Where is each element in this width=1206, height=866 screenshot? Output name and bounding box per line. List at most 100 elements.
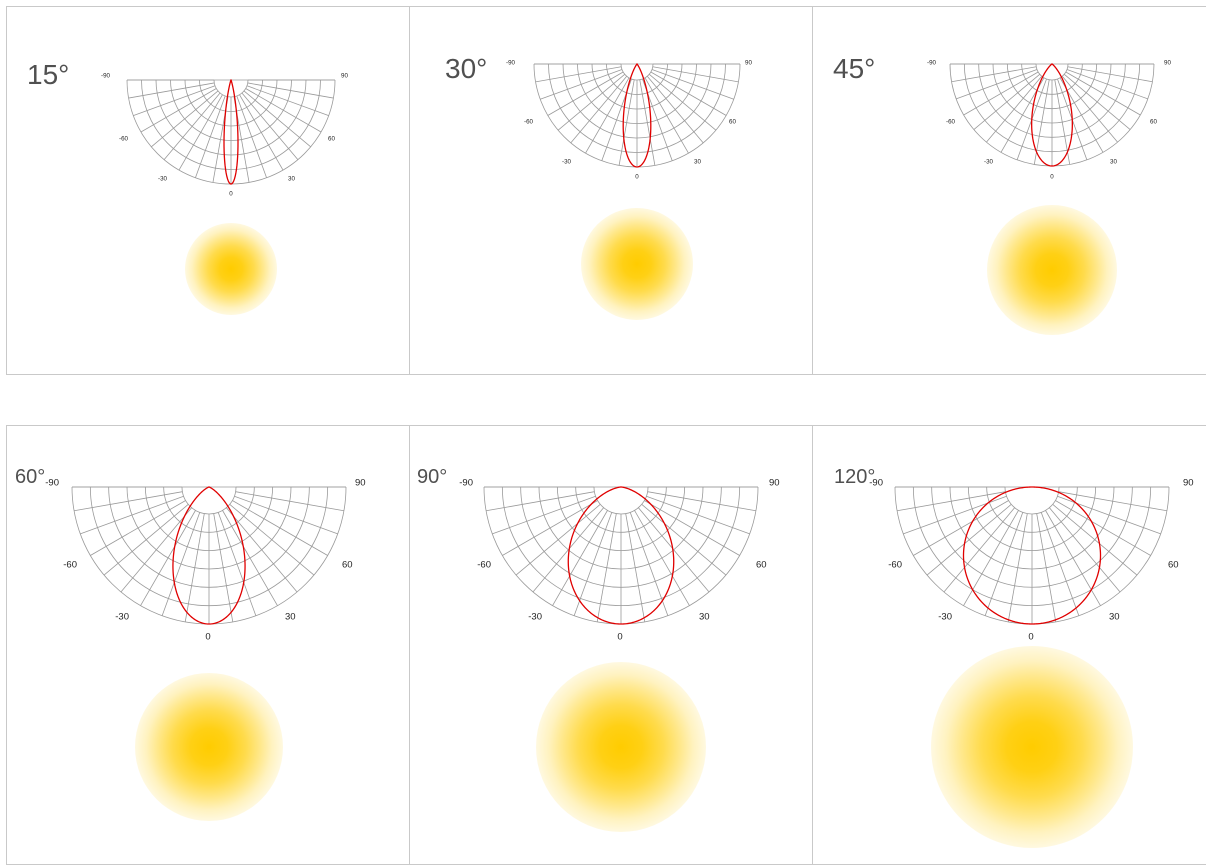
polar-angle-label: -30: [938, 612, 952, 623]
grid-spoke: [222, 510, 278, 606]
grid-spoke: [515, 504, 601, 576]
grid-spoke: [246, 85, 329, 116]
grid-spoke: [963, 71, 1039, 116]
polar-angle-label: -90: [869, 478, 883, 489]
beam-panel-45: 45° -90 90 -60 60 -30 30 0: [812, 6, 1206, 375]
polar-grid: [894, 486, 1170, 625]
grid-spoke: [213, 513, 234, 622]
grid-spoke: [1058, 491, 1167, 512]
polar-diagram-60: -90 90 -60 60 -30 30 0: [45, 478, 366, 821]
grid-spoke: [926, 504, 1012, 576]
grid-spoke: [647, 491, 756, 512]
grid-spoke: [1055, 500, 1151, 556]
grid-spoke: [161, 512, 201, 616]
grid-spoke: [486, 491, 595, 512]
grid-spoke: [984, 512, 1024, 616]
grid-spoke: [532, 507, 604, 593]
grid-spoke: [133, 85, 216, 116]
grid-spoke: [103, 504, 189, 576]
grid-spoke: [535, 66, 622, 83]
polar-angle-label: 0: [617, 632, 622, 643]
polar-angle-label: 0: [1028, 632, 1033, 643]
polar-diagram-30: -90 90 -60 60 -30 30 0: [506, 60, 752, 320]
polar-angle-label: 30: [1110, 159, 1117, 166]
grid-spoke: [625, 513, 646, 622]
polar-angle-label: 60: [756, 560, 767, 571]
grid-spoke: [1052, 504, 1138, 576]
grid-spoke: [236, 95, 267, 178]
polar-angle-label: -30: [528, 612, 542, 623]
grid-spoke: [634, 510, 690, 606]
beam-angle-title: 60°: [15, 466, 46, 488]
grid-spoke: [120, 507, 192, 593]
intensity-curve: [1031, 63, 1073, 167]
grid-spoke: [638, 507, 710, 593]
beam-angle-title: 120°: [834, 466, 876, 488]
polar-angle-label: 30: [1109, 612, 1120, 623]
grid-spoke: [217, 512, 257, 616]
grid-spoke: [986, 76, 1043, 143]
polar-angle-label: -60: [946, 119, 956, 126]
polar-angle-label: 30: [285, 612, 296, 623]
polar-angle-label: 0: [229, 191, 233, 198]
intensity-curve: [622, 63, 652, 168]
grid-spoke: [973, 73, 1040, 130]
grid-spoke: [540, 69, 623, 100]
polar-angle-label: 0: [1050, 174, 1054, 181]
grid-spoke: [644, 500, 740, 556]
polar-diagram-120: -90 90 -60 60 -30 30 0: [869, 478, 1194, 848]
grid-spoke: [241, 92, 299, 160]
grid-spoke: [897, 491, 1006, 512]
grid-spoke: [195, 95, 226, 178]
polar-grid: [71, 486, 347, 625]
grid-spoke: [629, 512, 669, 616]
polar-angle-label: 60: [729, 119, 736, 126]
grid-spoke: [1049, 507, 1121, 593]
grid-spoke: [639, 79, 656, 166]
grid-spoke: [913, 500, 1009, 556]
grid-spoke: [232, 500, 328, 556]
grid-spoke: [650, 71, 727, 116]
grid-spoke: [646, 495, 750, 535]
grid-spoke: [585, 77, 630, 154]
grid-spoke: [184, 513, 205, 622]
polar-grid: [483, 486, 759, 625]
grid-spoke: [1033, 79, 1050, 165]
grid-spoke: [552, 510, 608, 606]
intensity-curve: [962, 486, 1102, 625]
grid-spoke: [649, 73, 717, 131]
light-spot: [135, 673, 283, 821]
grid-spoke: [1067, 66, 1153, 83]
polar-angle-label: 90: [745, 60, 752, 67]
polar-angle-label: -90: [927, 60, 937, 67]
polar-angle-label: -90: [101, 73, 111, 80]
polar-angle-label: -90: [506, 60, 516, 67]
beam-panel-15: 15° -90 90 -60 60 -30 30 0: [6, 6, 410, 375]
beam-panel-60: 60° -90 90 -60 60 -30 30 0: [6, 425, 410, 865]
grid-spoke: [163, 92, 221, 160]
polar-grid: [126, 79, 336, 185]
polar-angle-label: -60: [524, 119, 534, 126]
polar-angle-label: -60: [119, 136, 129, 143]
grid-spoke: [651, 69, 734, 100]
polar-angle-label: 0: [635, 174, 639, 181]
polar-diagram-45: -90 90 -60 60 -30 30 0: [927, 60, 1171, 335]
polar-angle-label: 30: [288, 176, 295, 183]
grid-spoke: [547, 71, 624, 116]
beam-angle-title: 45°: [833, 53, 876, 84]
grid-spoke: [245, 88, 322, 133]
polar-angle-label: -60: [477, 560, 491, 571]
grid-spoke: [903, 495, 1007, 535]
light-spot: [581, 208, 693, 320]
grid-spoke: [573, 512, 613, 616]
grid-spoke: [1036, 513, 1057, 622]
grid-spoke: [641, 504, 727, 576]
light-spot: [536, 662, 706, 832]
beam-angle-title: 90°: [417, 466, 448, 488]
grid-spoke: [1064, 73, 1131, 130]
intensity-curve: [172, 486, 246, 625]
grid-spoke: [570, 76, 628, 144]
polar-angle-label: 60: [342, 560, 353, 571]
grid-spoke: [140, 510, 196, 606]
polar-angle-label: 60: [1150, 119, 1157, 126]
